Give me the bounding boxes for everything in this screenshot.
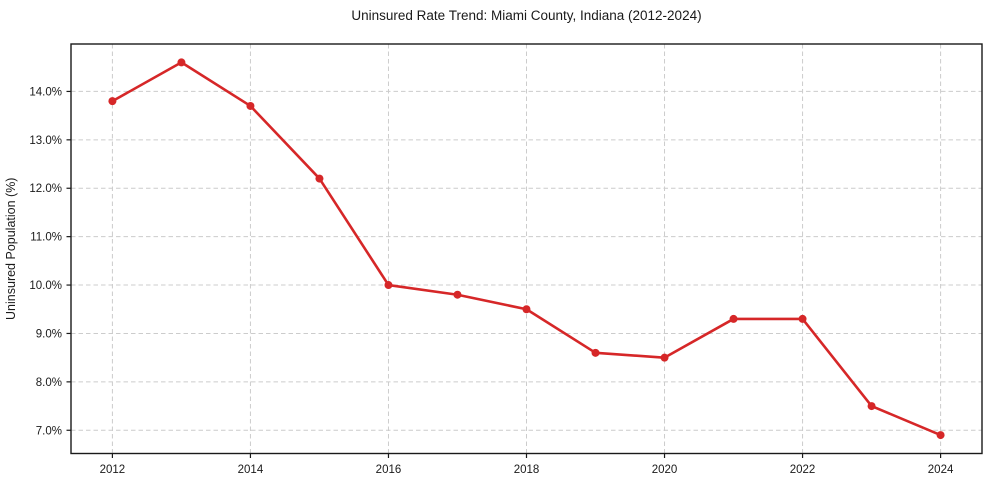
tick-labels: 2012 2014 2016 2018 2020 2022 2024 7.0% 8.0% 9.0%…: [29, 86, 954, 476]
x-tick-label: 2016: [376, 464, 402, 476]
gridlines: [71, 44, 982, 454]
x-tick-label: 2022: [790, 464, 816, 476]
x-tick-label: 2024: [928, 464, 954, 476]
x-tick-label: 2014: [238, 464, 264, 476]
data-point-2024: [936, 431, 945, 440]
chart-title: Uninsured Rate Trend: Miami County, Indi…: [351, 8, 701, 23]
data-point-2017: [453, 290, 462, 299]
y-tick-label: 8.0%: [36, 377, 62, 389]
x-tick-label: 2012: [100, 464, 126, 476]
y-axis-label: Uninsured Population (%): [4, 178, 18, 320]
data-point-2022: [798, 314, 807, 323]
y-tick-label: 9.0%: [36, 328, 62, 340]
axis-ticks: [66, 90, 942, 458]
data-point-2012: [108, 97, 117, 106]
data-point-2015: [315, 174, 324, 183]
data-point-2019: [591, 348, 600, 357]
x-tick-label: 2018: [514, 464, 540, 476]
y-tick-label: 14.0%: [29, 86, 62, 98]
y-tick-label: 12.0%: [29, 183, 62, 195]
data-point-2016: [384, 281, 393, 290]
plot-border: [70, 43, 983, 455]
data-point-2020: [660, 353, 669, 362]
data-point-2014: [246, 101, 255, 110]
y-tick-label: 10.0%: [29, 280, 62, 292]
y-tick-label: 11.0%: [30, 232, 62, 244]
x-tick-label: 2020: [652, 464, 678, 476]
data-point-2013: [177, 58, 186, 67]
data-point-2021: [729, 314, 738, 323]
y-tick-label: 13.0%: [29, 135, 62, 147]
trend-line-series: [108, 58, 945, 440]
data-point-2023: [867, 402, 876, 411]
data-point-2018: [522, 305, 531, 314]
y-tick-label: 7.0%: [36, 425, 62, 437]
